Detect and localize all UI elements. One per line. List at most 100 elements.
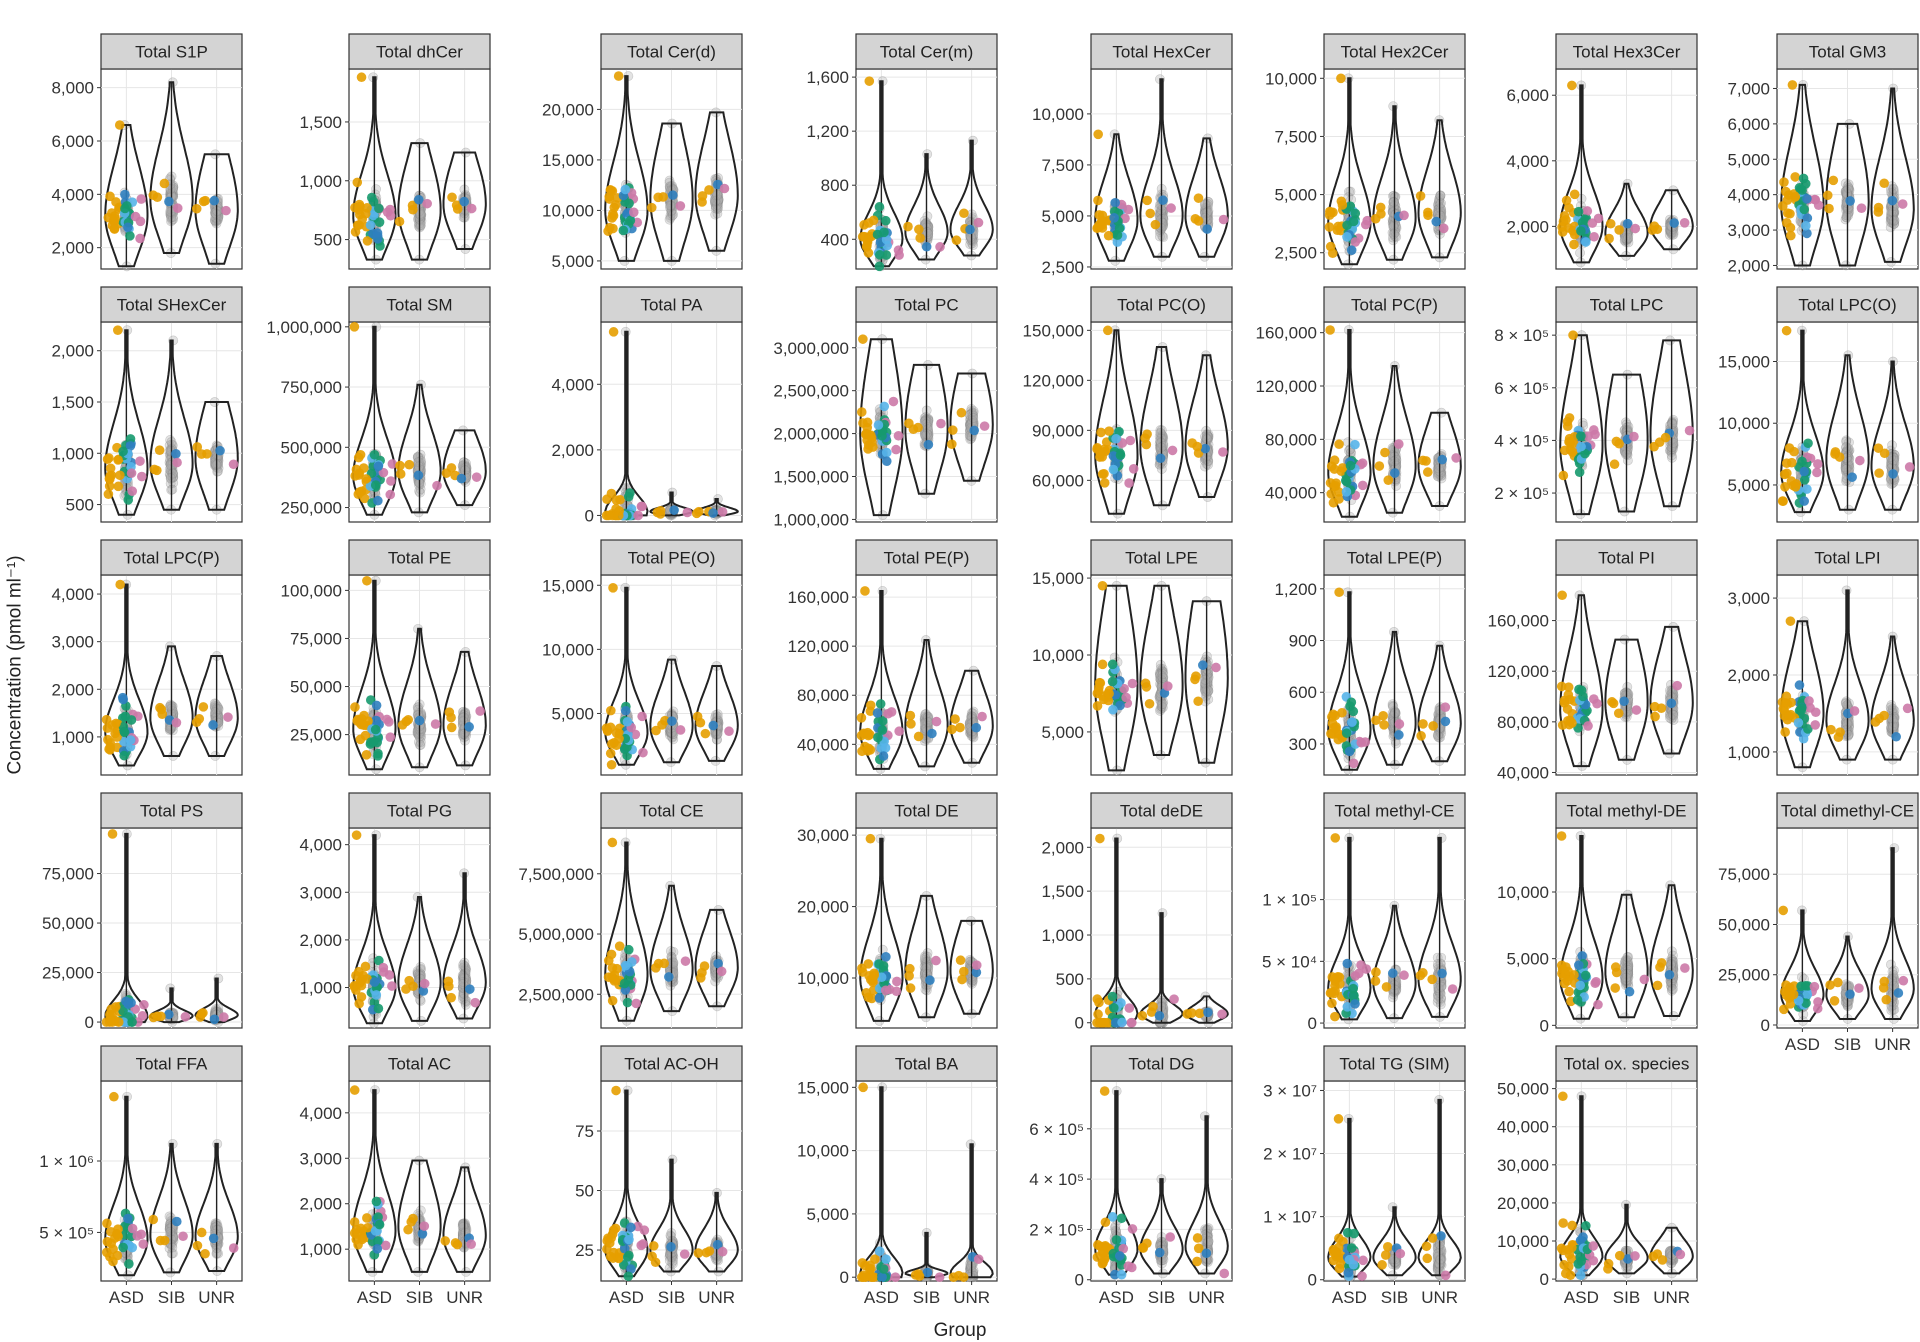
y-tick-label: 4,000 <box>51 185 94 204</box>
highlight-point <box>155 703 165 713</box>
highlight-point <box>894 431 904 441</box>
highlight-point <box>948 425 958 435</box>
y-tick-label: 1,500 <box>299 113 342 132</box>
highlight-point <box>172 458 182 468</box>
highlight-point <box>1791 482 1801 492</box>
highlight-point <box>148 190 158 200</box>
highlight-point <box>1380 448 1390 458</box>
highlight-point <box>359 711 369 721</box>
highlight-point <box>1564 437 1574 447</box>
highlight-point <box>1338 200 1348 210</box>
highlight-point <box>172 718 182 728</box>
highlight-point <box>957 408 967 418</box>
y-tick-label: 2,500,000 <box>773 382 849 401</box>
highlight-point <box>202 449 212 459</box>
highlight-point <box>1558 227 1568 237</box>
highlight-point <box>1129 464 1139 474</box>
y-tick-label: 500 <box>314 231 342 250</box>
highlight-point <box>447 192 457 202</box>
highlight-point <box>607 213 617 223</box>
highlight-point <box>1879 178 1889 188</box>
y-tick-label: 3,000 <box>51 633 94 652</box>
highlight-point <box>1785 209 1795 219</box>
highlight-point <box>894 250 904 260</box>
highlight-point <box>874 420 884 430</box>
highlight-point <box>1145 209 1155 219</box>
y-tick-label: 160,000 <box>1256 324 1317 343</box>
y-tick-label: 2,000 <box>51 239 94 258</box>
highlight-point <box>1855 456 1865 466</box>
y-tick-label: 50,000 <box>290 678 342 697</box>
highlight-point <box>1104 231 1114 241</box>
highlight-point <box>614 71 624 81</box>
highlight-point <box>965 225 975 235</box>
highlight-point <box>1416 191 1426 201</box>
highlight-point <box>123 495 133 505</box>
y-tick-label: 1,000 <box>299 172 342 191</box>
highlight-point <box>395 217 405 227</box>
highlight-point <box>621 185 631 195</box>
highlight-point <box>1390 468 1400 478</box>
data-point <box>921 431 930 440</box>
highlight-point <box>857 407 867 417</box>
highlight-point <box>692 509 702 519</box>
highlight-point <box>969 426 979 436</box>
data-point <box>1434 464 1443 473</box>
highlight-point <box>1797 185 1807 195</box>
y-tick-label: 6,000 <box>51 132 94 151</box>
highlight-point <box>103 735 113 745</box>
highlight-point <box>356 735 366 745</box>
highlight-point <box>199 197 209 207</box>
highlight-point <box>113 482 123 492</box>
highlight-point <box>1802 194 1812 204</box>
data-point <box>666 201 675 210</box>
highlight-point <box>1630 224 1640 234</box>
highlight-point <box>608 186 618 196</box>
highlight-point <box>396 469 406 479</box>
highlight-point <box>1780 470 1790 480</box>
y-tick-label: 15,000 <box>1718 353 1770 372</box>
y-tick-label: 1,500,000 <box>773 468 849 487</box>
highlight-point <box>1874 443 1884 453</box>
highlight-point <box>104 489 114 499</box>
data-point <box>1389 229 1398 238</box>
y-tick-label: 1,000,000 <box>266 318 342 337</box>
highlight-point <box>105 192 115 202</box>
highlight-point <box>104 744 114 754</box>
highlight-point <box>171 449 181 459</box>
y-tick-label: 120,000 <box>1256 377 1317 396</box>
highlight-point <box>127 468 137 478</box>
highlight-point <box>1100 478 1110 488</box>
panel-title: Total LPC(O) <box>1798 296 1896 315</box>
highlight-point <box>1349 217 1359 227</box>
highlight-point <box>1787 458 1797 468</box>
panel-title: Total LPC <box>1590 296 1664 315</box>
y-tick-label: 6 × 10⁵ <box>1494 379 1549 398</box>
highlight-point <box>1778 496 1788 506</box>
highlight-point <box>135 234 145 244</box>
highlight-point <box>980 421 990 431</box>
y-tick-label: 800 <box>821 176 849 195</box>
highlight-point <box>1202 224 1212 234</box>
highlight-point <box>1437 455 1447 465</box>
y-tick-label: 6,000 <box>1727 115 1770 134</box>
highlight-point <box>676 201 686 211</box>
highlight-point <box>367 193 377 203</box>
highlight-point <box>1583 206 1593 216</box>
highlight-point <box>1802 484 1812 494</box>
highlight-point <box>1570 190 1580 200</box>
highlight-point <box>882 448 892 458</box>
data-point <box>665 176 674 185</box>
highlight-point <box>373 749 383 759</box>
highlight-point <box>350 322 360 332</box>
data-point <box>1436 199 1445 208</box>
highlight-point <box>882 456 892 466</box>
highlight-point <box>875 261 885 271</box>
panel-title: Total Cer(m) <box>880 43 974 62</box>
highlight-point <box>467 204 477 214</box>
y-tick-label: 400 <box>821 230 849 249</box>
highlight-point <box>1423 467 1433 477</box>
